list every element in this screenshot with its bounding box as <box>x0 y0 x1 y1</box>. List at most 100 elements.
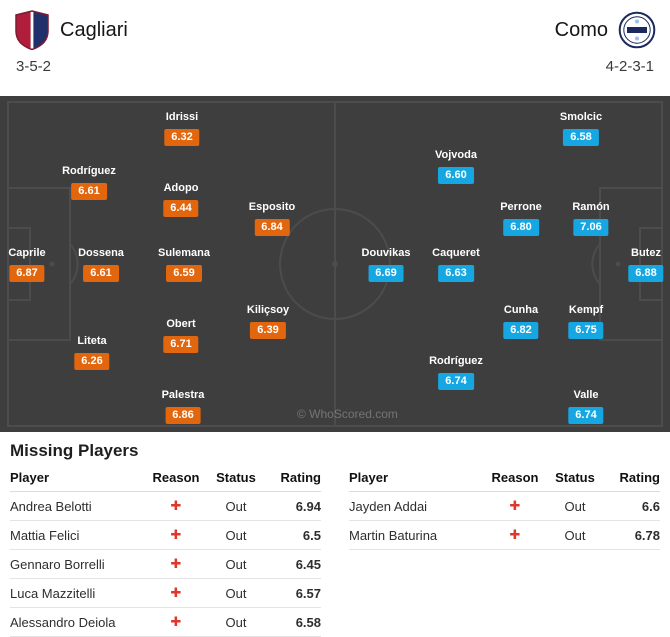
column-header-status: Status <box>545 463 605 492</box>
player-name: Idrissi <box>165 111 199 123</box>
injury-cross-icon: ✚ <box>509 498 521 513</box>
missing-players-table-home: Player Reason Status Rating Andrea Belot… <box>10 463 321 637</box>
column-header-reason: Reason <box>485 463 545 492</box>
missing-player-name[interactable]: Mattia Felici <box>10 520 146 550</box>
missing-player-status: Out <box>206 520 266 550</box>
cagliari-crest-icon <box>15 10 49 50</box>
pitch-player[interactable]: Rodríguez 6.74 <box>429 355 483 390</box>
reason-cell: ✚ <box>146 549 206 579</box>
missing-player-name[interactable]: Luca Mazzitelli <box>10 578 146 608</box>
player-name: Rodríguez <box>429 355 483 367</box>
missing-player-name[interactable]: Gennaro Borrelli <box>10 549 146 579</box>
player-name: Dossena <box>78 247 124 259</box>
injury-cross-icon: ✚ <box>170 614 182 629</box>
pitch-player[interactable]: Cunha 6.82 <box>503 304 539 339</box>
player-rating-badge: 6.74 <box>568 407 604 424</box>
pitch-player[interactable]: Butez 6.88 <box>628 247 664 282</box>
missing-player-status: Out <box>206 491 266 521</box>
player-rating-badge: 6.86 <box>165 407 201 424</box>
pitch-player[interactable]: Rodríguez 6.61 <box>62 165 116 200</box>
pitch-player[interactable]: Liteta 6.26 <box>74 335 110 370</box>
pitch-player[interactable]: Ramón 7.06 <box>572 201 610 236</box>
away-team-name[interactable]: Como <box>554 18 608 41</box>
column-header-player: Player <box>10 463 146 492</box>
missing-player-status: Out <box>545 520 605 550</box>
home-team-header: Cagliari <box>14 10 128 50</box>
missing-player-name[interactable]: Jayden Addai <box>349 491 485 521</box>
player-rating-badge: 6.32 <box>164 129 200 146</box>
injury-cross-icon: ✚ <box>170 556 182 571</box>
pitch-player[interactable]: Sulemana 6.59 <box>158 247 210 282</box>
pitch-player[interactable]: Perrone 6.80 <box>500 201 542 236</box>
pitch-player[interactable]: Esposito 6.84 <box>249 201 295 236</box>
missing-player-rating: 6.94 <box>266 491 321 521</box>
player-name: Vojvoda <box>435 149 477 161</box>
missing-player-row: Gennaro Borrelli ✚ Out 6.45 <box>10 549 321 579</box>
column-header-rating: Rating <box>605 463 660 492</box>
player-name: Liteta <box>77 335 107 347</box>
missing-player-row: Andrea Belotti ✚ Out 6.94 <box>10 491 321 521</box>
missing-player-name[interactable]: Martin Baturina <box>349 520 485 550</box>
player-rating-badge: 6.82 <box>503 322 539 339</box>
player-rating-badge: 6.63 <box>438 265 474 282</box>
player-rating-badge: 6.69 <box>368 265 404 282</box>
reason-cell: ✚ <box>146 578 206 608</box>
reason-cell: ✚ <box>485 491 545 521</box>
pitch-player[interactable]: Palestra 6.86 <box>162 389 204 424</box>
missing-player-rating: 6.78 <box>605 520 660 550</box>
reason-cell: ✚ <box>485 520 545 550</box>
missing-player-rating: 6.5 <box>266 520 321 550</box>
column-header-player: Player <box>349 463 485 492</box>
injury-cross-icon: ✚ <box>170 527 182 542</box>
pitch-player[interactable]: Caqueret 6.63 <box>432 247 480 282</box>
pitch-player[interactable]: Obert 6.71 <box>163 318 199 353</box>
player-name: Kiliçsoy <box>246 304 290 316</box>
pitch-player[interactable]: Smolcic 6.58 <box>560 111 602 146</box>
injury-cross-icon: ✚ <box>170 585 182 600</box>
home-formation: 3-5-2 <box>16 58 52 75</box>
home-team-name[interactable]: Cagliari <box>60 18 128 41</box>
player-name: Butez <box>631 247 661 259</box>
pitch-player[interactable]: Caprile 6.87 <box>8 247 46 282</box>
pitch-player[interactable]: Dossena 6.61 <box>78 247 124 282</box>
missing-players-title: Missing Players <box>10 441 139 460</box>
away-team-header: Como <box>555 11 656 49</box>
player-name: Rodríguez <box>62 165 116 177</box>
player-rating-badge: 6.58 <box>563 129 599 146</box>
missing-player-name[interactable]: Alessandro Deiola <box>10 607 146 637</box>
missing-player-status: Out <box>206 549 266 579</box>
column-header-status: Status <box>206 463 266 492</box>
missing-players-section: Missing Players Player Reason Status Rat… <box>0 441 670 637</box>
pitch-player[interactable]: Adopo 6.44 <box>163 182 199 217</box>
missing-player-row: Alessandro Deiola ✚ Out 6.58 <box>10 607 321 637</box>
missing-player-rating: 6.57 <box>266 578 321 608</box>
player-rating-badge: 6.60 <box>438 167 474 184</box>
column-header-reason: Reason <box>146 463 206 492</box>
pitch-player[interactable]: Kiliçsoy 6.39 <box>247 304 289 339</box>
pitch-player[interactable]: Idrissi 6.32 <box>164 111 200 146</box>
player-name: Smolcic <box>559 111 603 123</box>
player-rating-badge: 6.71 <box>163 336 199 353</box>
missing-player-row: Martin Baturina ✚ Out 6.78 <box>349 520 660 550</box>
player-name: Valle <box>573 389 599 401</box>
pitch-player[interactable]: Valle 6.74 <box>568 389 604 424</box>
table-header-row: Player Reason Status Rating <box>349 463 660 492</box>
missing-players-table-away: Player Reason Status Rating Jayden Addai… <box>349 463 660 550</box>
whoscored-watermark: © WhoScored.com <box>297 407 398 421</box>
player-name: Kempf <box>568 304 604 316</box>
missing-player-rating: 6.6 <box>605 491 660 521</box>
player-rating-badge: 6.80 <box>503 219 539 236</box>
missing-player-name[interactable]: Andrea Belotti <box>10 491 146 521</box>
player-rating-badge: 6.61 <box>71 183 107 200</box>
pitch-player[interactable]: Vojvoda 6.60 <box>435 149 477 184</box>
player-rating-badge: 6.74 <box>438 373 474 390</box>
player-name: Adopo <box>163 182 199 194</box>
pitch-player[interactable]: Douvikas 6.69 <box>362 247 410 282</box>
pitch: Caprile 6.87 Rodríguez 6.61 Dossena 6.61… <box>0 96 670 432</box>
pitch-player[interactable]: Kempf 6.75 <box>568 304 604 339</box>
missing-player-row: Mattia Felici ✚ Out 6.5 <box>10 520 321 550</box>
player-name: Perrone <box>500 201 542 213</box>
player-rating-badge: 6.75 <box>568 322 604 339</box>
player-name: Cunha <box>503 304 539 316</box>
player-rating-badge: 6.84 <box>254 219 290 236</box>
